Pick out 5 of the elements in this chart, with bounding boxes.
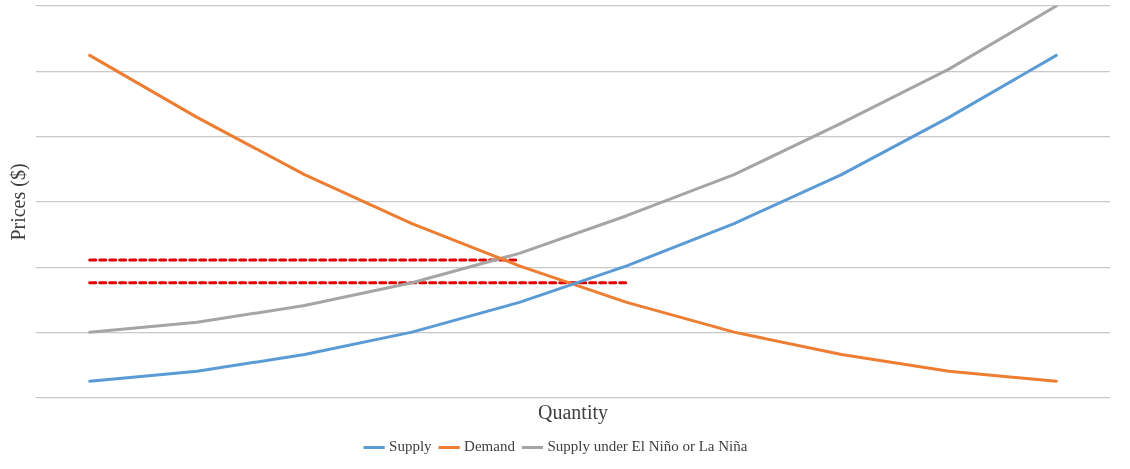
y-axis-title: Prices ($) — [7, 163, 31, 241]
legend-label: Supply under El Niño or La Niña — [547, 438, 748, 455]
legend-label: Supply — [389, 438, 433, 455]
x-axis-title: Quantity — [538, 401, 608, 425]
legend-label: Demand — [464, 438, 516, 455]
